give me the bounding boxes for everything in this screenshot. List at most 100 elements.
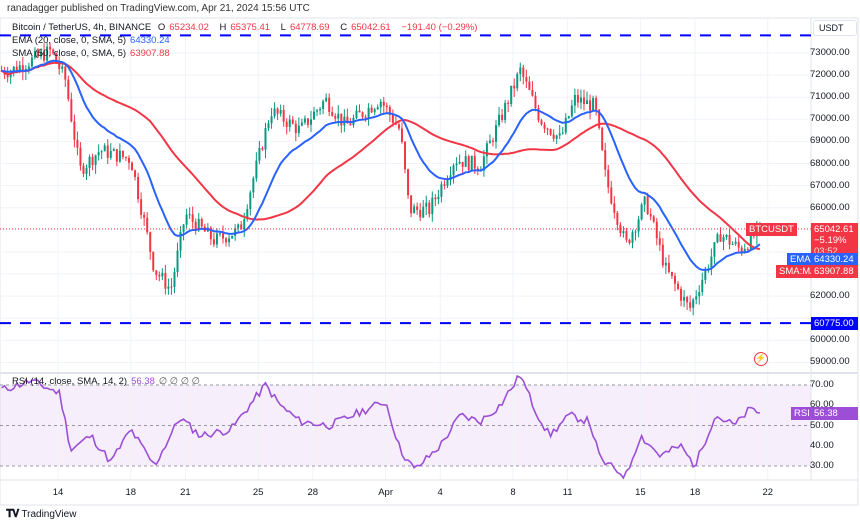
- candle-up: [309, 119, 312, 125]
- candle-up: [12, 66, 15, 73]
- candle-up: [237, 224, 240, 229]
- candle-down: [528, 81, 531, 90]
- candle-up: [188, 214, 191, 216]
- candle-down: [607, 169, 610, 188]
- candle-up: [592, 97, 595, 111]
- candle-up: [264, 128, 267, 150]
- candle-down: [106, 145, 109, 158]
- symbol-title: Bitcoin / TetherUS, 4h, BINANCE: [12, 22, 152, 33]
- candle-down: [740, 247, 743, 253]
- ema-legend[interactable]: EMA (20, close, 0, SMA, 5) 64330.24: [12, 35, 174, 46]
- candle-down: [340, 113, 343, 126]
- time-axis-label: 4: [437, 487, 443, 498]
- candle-down: [155, 270, 158, 275]
- candle-up: [458, 161, 461, 164]
- candle-up: [464, 156, 467, 167]
- candle-down: [115, 149, 118, 162]
- candle-up: [228, 238, 231, 243]
- candle-down: [689, 302, 692, 308]
- candle-up: [455, 163, 458, 166]
- candle-up: [692, 299, 695, 308]
- candle-down: [134, 170, 137, 177]
- candle-down: [21, 65, 24, 72]
- candle-down: [407, 169, 410, 196]
- rsi-axis-label: 40.00: [810, 439, 834, 451]
- candle-down: [549, 129, 552, 135]
- candle-down: [124, 156, 127, 158]
- candle-up: [510, 85, 513, 105]
- ema-legend-label: EMA (20, close, 0, SMA, 5): [12, 35, 127, 46]
- low-value: 64778.69: [289, 22, 330, 33]
- candle-down: [670, 271, 673, 276]
- currency-button[interactable]: USDT: [813, 20, 857, 36]
- sma-legend[interactable]: SMA (50, close, 0, SMA, 5) 63907.88: [12, 48, 174, 59]
- time-axis-label: 18: [125, 487, 137, 498]
- candle-down: [121, 150, 124, 157]
- candle-up: [255, 160, 258, 179]
- rsi-legend[interactable]: RSI (14, close, SMA, 14, 2) 56.38 ∅ ∅ ∅ ∅: [12, 376, 204, 387]
- sma-legend-label: SMA (50, close, 0, SMA, 5): [12, 48, 127, 59]
- candle-down: [158, 274, 161, 277]
- tradingview-footer[interactable]: 𝐓𝐕 TradingView: [6, 508, 76, 521]
- candle-up: [504, 102, 507, 120]
- price-axis-label: 72000.00: [810, 69, 850, 81]
- btc-price: 65042.61: [814, 224, 854, 235]
- candle-down: [276, 108, 279, 114]
- candle-down: [382, 101, 385, 106]
- candle-down: [661, 244, 664, 266]
- candle-down: [625, 231, 628, 240]
- candle-down: [419, 209, 422, 218]
- candle-down: [49, 46, 52, 50]
- candle-up: [176, 250, 179, 272]
- candle-down: [152, 251, 155, 271]
- candle-down: [667, 262, 670, 272]
- open-label: O: [157, 22, 166, 33]
- candle-down: [285, 121, 288, 128]
- candle-down: [746, 249, 749, 251]
- price-axis-label: 68000.00: [810, 157, 850, 169]
- candle-down: [416, 206, 419, 210]
- time-axis-label: 25: [252, 487, 264, 498]
- candle-down: [6, 74, 9, 78]
- candle-down: [543, 124, 546, 129]
- candle-up: [313, 111, 316, 120]
- price-axis-label: 62000.00: [810, 290, 850, 302]
- candle-up: [61, 66, 64, 69]
- candle-down: [525, 77, 528, 82]
- rsi-line: [1, 374, 761, 480]
- candle-down: [443, 184, 446, 186]
- candle-up: [734, 241, 737, 244]
- rsi-legend-extras: ∅ ∅ ∅ ∅: [158, 376, 200, 387]
- candle-down: [680, 288, 683, 301]
- high-value: 65375.41: [230, 22, 271, 33]
- candle-up: [367, 107, 370, 118]
- candle-down: [67, 79, 70, 100]
- candle-down: [212, 239, 215, 245]
- candle-up: [631, 232, 634, 244]
- time-axis-label: 11: [562, 487, 573, 498]
- price-axis-label: 71000.00: [810, 91, 850, 103]
- candle-up: [303, 118, 306, 123]
- candle-down: [652, 216, 655, 222]
- candle-down: [82, 165, 85, 174]
- candle-up: [373, 109, 376, 113]
- flash-icon[interactable]: ⚡: [754, 352, 768, 366]
- candle-down: [346, 116, 349, 124]
- candle-up: [498, 114, 501, 126]
- candle-down: [601, 127, 604, 151]
- candle-down: [43, 51, 46, 61]
- candle-down: [582, 97, 585, 105]
- candle-up: [197, 218, 200, 231]
- candle-down: [131, 162, 134, 171]
- candle-up: [355, 110, 358, 118]
- price-axis-label: 69000.00: [810, 135, 850, 147]
- candle-up: [218, 233, 221, 235]
- candle-down: [546, 128, 549, 130]
- candle-up: [103, 145, 106, 152]
- open-value: 65234.02: [169, 22, 209, 33]
- candle-down: [501, 114, 504, 120]
- candle-down: [36, 51, 39, 57]
- candle-up: [640, 204, 643, 220]
- candle-up: [695, 296, 698, 300]
